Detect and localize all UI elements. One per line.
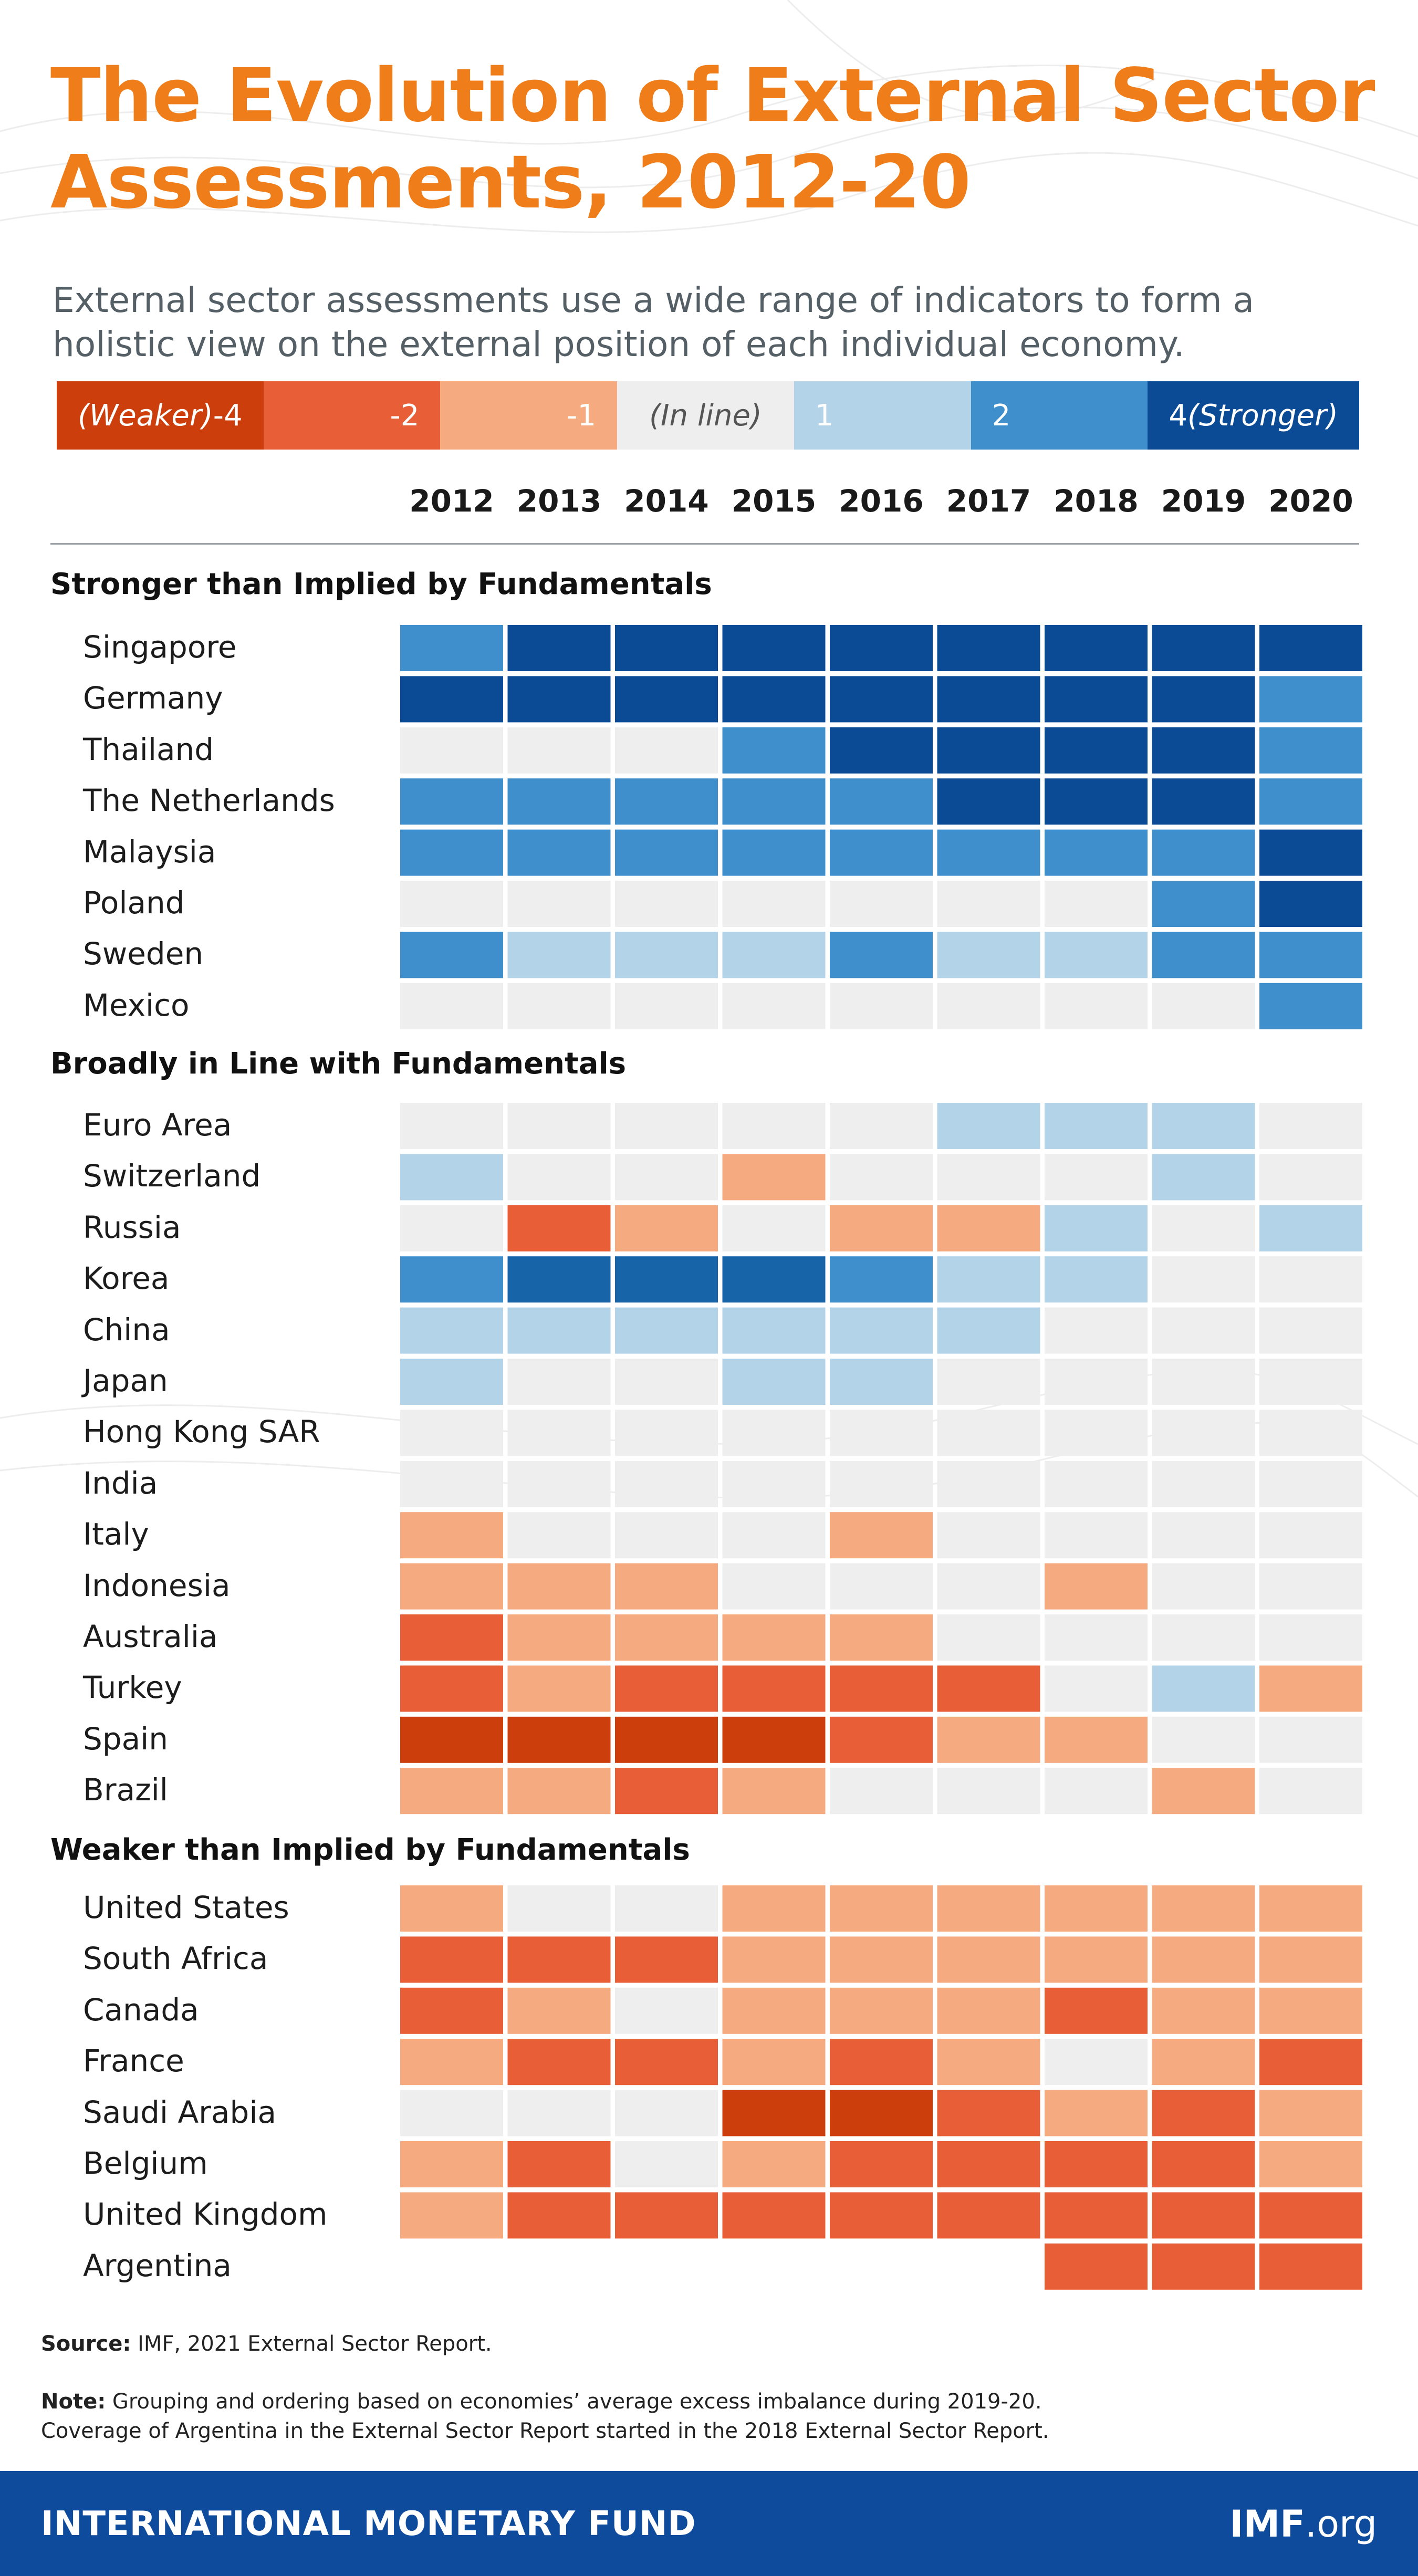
year-label-2014: 2014 bbox=[624, 483, 709, 519]
footer-bar: INTERNATIONAL MONETARY FUND IMF.org bbox=[0, 2471, 1418, 2576]
page-title: The Evolution of External Sector Assessm… bbox=[50, 53, 1375, 225]
year-label-2016: 2016 bbox=[839, 483, 924, 519]
group-title-0: Stronger than Implied by Fundamentals bbox=[50, 567, 712, 601]
legend-swatch-2: 2 bbox=[971, 381, 1148, 450]
note-label: Note: bbox=[41, 2390, 106, 2414]
group-title-1: Broadly in Line with Fundamentals bbox=[50, 1047, 627, 1081]
legend-label-in-line: (In line) bbox=[649, 398, 762, 433]
legend-value: -4 bbox=[213, 398, 243, 433]
legend-value: 4 bbox=[1169, 398, 1187, 433]
header-divider bbox=[50, 543, 1359, 545]
legend-label-weaker: (Weaker) bbox=[78, 398, 213, 433]
group-title-2: Weaker than Implied by Fundamentals bbox=[50, 1833, 690, 1867]
note-line-1: Note: Grouping and ordering based on eco… bbox=[41, 2387, 1049, 2416]
country-label: Malaysia bbox=[83, 833, 216, 870]
country-label: Germany bbox=[83, 680, 223, 716]
legend-value: -2 bbox=[390, 398, 420, 433]
year-header: 2012 2013 2014 2015 2016 2017 2018 2019 2020 bbox=[0, 483, 1418, 530]
country-label: Italy bbox=[83, 1516, 149, 1552]
footer-web-rest: .org bbox=[1305, 2502, 1377, 2546]
source-text: IMF, 2021 External Sector Report. bbox=[131, 2332, 492, 2356]
legend-value: 1 bbox=[815, 398, 834, 433]
country-label: Sweden bbox=[83, 936, 204, 972]
country-label: Brazil bbox=[83, 1772, 168, 1808]
legend-value: 2 bbox=[992, 398, 1011, 433]
subtitle: External sector assessments use a wide r… bbox=[53, 280, 1254, 364]
legend-swatch-neg2: -2 bbox=[263, 381, 441, 450]
source-note: Source: IMF, 2021 External Sector Report… bbox=[41, 2332, 492, 2356]
country-label: Switzerland bbox=[83, 1158, 261, 1194]
country-label: United Kingdom bbox=[83, 2196, 328, 2233]
country-label: Japan bbox=[83, 1363, 168, 1399]
country-label: Thailand bbox=[83, 731, 214, 767]
country-label: China bbox=[83, 1311, 170, 1348]
country-label: Indonesia bbox=[83, 1567, 231, 1603]
country-label: Argentina bbox=[83, 2247, 232, 2283]
country-label: Mexico bbox=[83, 987, 190, 1023]
legend-label-stronger: (Stronger) bbox=[1187, 398, 1338, 433]
year-label-2013: 2013 bbox=[516, 483, 602, 519]
country-label: Turkey bbox=[83, 1670, 182, 1706]
country-label: Hong Kong SAR bbox=[83, 1414, 320, 1450]
year-label-2015: 2015 bbox=[731, 483, 817, 519]
year-label-2019: 2019 bbox=[1161, 483, 1246, 519]
country-label: Canada bbox=[83, 1991, 199, 2028]
country-label: India bbox=[83, 1465, 158, 1501]
country-label: Korea bbox=[83, 1260, 170, 1297]
color-legend: (Weaker) -4 -2 -1 (In line) 1 2 4 (Stronger) bbox=[57, 381, 1359, 450]
note-text-1: Grouping and ordering based on economies… bbox=[106, 2390, 1042, 2414]
country-label: The Netherlands bbox=[83, 783, 335, 819]
footer-org-name: INTERNATIONAL MONETARY FUND bbox=[41, 2505, 696, 2543]
footer-web-bold: IMF bbox=[1229, 2502, 1305, 2546]
source-label: Source: bbox=[41, 2332, 131, 2356]
legend-swatch-1: 1 bbox=[794, 381, 971, 450]
country-label: United States bbox=[83, 1890, 289, 1925]
notes: Note: Grouping and ordering based on eco… bbox=[41, 2387, 1049, 2446]
country-label: Belgium bbox=[83, 2145, 208, 2181]
country-label: Australia bbox=[83, 1619, 218, 1654]
legend-swatch-0: (In line) bbox=[617, 381, 794, 450]
country-label: South Africa bbox=[83, 1941, 268, 1977]
year-label-2017: 2017 bbox=[946, 483, 1031, 519]
year-label-2020: 2020 bbox=[1268, 483, 1353, 519]
footer-website-link[interactable]: IMF.org bbox=[1229, 2502, 1377, 2546]
country-label: Euro Area bbox=[83, 1107, 232, 1143]
legend-swatch-4: 4 (Stronger) bbox=[1148, 381, 1359, 450]
note-line-2: Coverage of Argentina in the External Se… bbox=[41, 2419, 1049, 2443]
year-label-2018: 2018 bbox=[1054, 483, 1139, 519]
country-label: Saudi Arabia bbox=[83, 2094, 277, 2130]
country-label: Spain bbox=[83, 1720, 169, 1757]
country-label: Poland bbox=[83, 885, 185, 921]
legend-value: -1 bbox=[567, 398, 597, 433]
country-label: France bbox=[83, 2043, 184, 2079]
country-label: Singapore bbox=[83, 629, 237, 665]
year-label-2012: 2012 bbox=[409, 483, 494, 519]
country-label: Russia bbox=[83, 1209, 181, 1245]
legend-swatch-neg4: (Weaker) -4 bbox=[57, 381, 264, 450]
legend-swatch-neg1: -1 bbox=[440, 381, 618, 450]
